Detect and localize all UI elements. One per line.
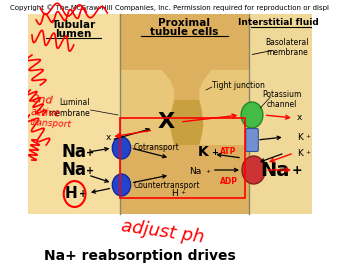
Circle shape <box>242 156 266 184</box>
Text: tubule cells: tubule cells <box>150 27 218 37</box>
Text: Potassium
channel: Potassium channel <box>262 90 302 109</box>
Bar <box>28 14 120 214</box>
Text: x: x <box>105 133 111 141</box>
Text: +: + <box>291 164 302 177</box>
Text: H: H <box>171 189 177 198</box>
Circle shape <box>241 102 263 128</box>
Text: +: + <box>86 148 95 158</box>
Text: ATP: ATP <box>220 147 237 156</box>
Text: Tubular: Tubular <box>52 20 96 30</box>
Text: X: X <box>157 112 174 132</box>
Text: Na: Na <box>261 160 290 179</box>
Text: +: + <box>306 150 311 155</box>
Text: Na: Na <box>61 161 86 179</box>
Text: transport: transport <box>30 118 72 130</box>
Bar <box>120 118 245 198</box>
Polygon shape <box>170 100 203 145</box>
Polygon shape <box>120 14 250 100</box>
Text: +: + <box>86 166 95 176</box>
Text: 2nd: 2nd <box>32 94 54 106</box>
Text: Cotransport: Cotransport <box>133 144 179 153</box>
Text: ADP: ADP <box>220 178 238 186</box>
Text: adjust ph: adjust ph <box>120 217 205 247</box>
Bar <box>120 14 250 214</box>
Text: K: K <box>297 133 303 141</box>
Text: Tight junction: Tight junction <box>212 80 265 89</box>
Text: Na+ reabsorption drives: Na+ reabsorption drives <box>45 249 236 263</box>
Text: x: x <box>297 114 302 122</box>
Text: active: active <box>30 107 61 119</box>
Polygon shape <box>120 145 250 214</box>
Text: Proximal: Proximal <box>158 18 210 28</box>
Text: Countertransport: Countertransport <box>133 180 200 189</box>
Text: K: K <box>297 149 303 157</box>
Text: lumen: lumen <box>55 29 92 39</box>
Circle shape <box>112 137 131 159</box>
Text: +: + <box>306 134 311 139</box>
Text: Luminal
membrane: Luminal membrane <box>48 98 90 118</box>
Text: +: + <box>211 148 218 157</box>
Text: Basolateral
membrane: Basolateral membrane <box>266 38 309 57</box>
Text: +: + <box>79 189 87 199</box>
Text: Interstitial fluid: Interstitial fluid <box>238 18 319 27</box>
Text: K: K <box>198 145 209 159</box>
Text: +: + <box>205 169 210 174</box>
Bar <box>250 14 312 214</box>
Circle shape <box>112 174 131 196</box>
Text: +: + <box>180 190 185 195</box>
FancyBboxPatch shape <box>246 128 258 151</box>
Text: Copyright © The McGraw-Hill Companies, Inc. Permission required for reproduction: Copyright © The McGraw-Hill Companies, I… <box>11 4 329 11</box>
Text: Na: Na <box>189 167 201 176</box>
Text: Na: Na <box>61 143 86 161</box>
Text: H: H <box>65 186 78 201</box>
